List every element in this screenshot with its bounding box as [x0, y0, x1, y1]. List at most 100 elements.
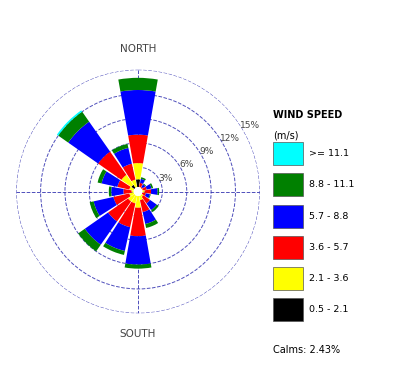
- Bar: [98, 152, 126, 180]
- Bar: [139, 183, 143, 187]
- Bar: [120, 90, 155, 136]
- Bar: [117, 180, 130, 190]
- Bar: [131, 190, 135, 193]
- Bar: [148, 194, 150, 198]
- Bar: [124, 264, 151, 268]
- Bar: [135, 192, 138, 193]
- Bar: [138, 193, 143, 200]
- Text: 2.1 - 3.6: 2.1 - 3.6: [309, 273, 348, 283]
- Bar: [128, 194, 135, 201]
- Bar: [118, 202, 135, 227]
- Bar: [146, 200, 156, 210]
- Bar: [272, 205, 302, 228]
- Bar: [142, 187, 146, 190]
- Bar: [109, 187, 111, 196]
- Bar: [141, 192, 146, 196]
- Bar: [151, 188, 157, 195]
- Bar: [144, 189, 151, 194]
- Bar: [139, 193, 143, 197]
- Text: 9%: 9%: [199, 147, 213, 156]
- Bar: [141, 177, 145, 180]
- Bar: [139, 192, 142, 194]
- Bar: [138, 191, 140, 192]
- Bar: [140, 199, 149, 212]
- Bar: [134, 192, 138, 195]
- Bar: [101, 172, 120, 187]
- Bar: [118, 78, 158, 92]
- Bar: [138, 190, 140, 192]
- Bar: [272, 173, 302, 196]
- Bar: [129, 192, 136, 196]
- Polygon shape: [134, 188, 141, 195]
- Bar: [57, 110, 82, 136]
- Bar: [140, 187, 142, 190]
- Text: 8.8 - 11.1: 8.8 - 11.1: [309, 180, 354, 190]
- Bar: [138, 189, 139, 192]
- Bar: [129, 187, 136, 191]
- Text: WIND SPEED: WIND SPEED: [272, 110, 341, 120]
- Bar: [157, 188, 159, 195]
- Bar: [141, 195, 149, 203]
- Bar: [105, 222, 130, 251]
- Bar: [135, 190, 138, 192]
- Text: SOUTH: SOUTH: [119, 329, 156, 339]
- Text: (m/s): (m/s): [272, 131, 298, 141]
- Bar: [131, 185, 138, 192]
- Text: NORTH: NORTH: [119, 44, 156, 54]
- Text: 15%: 15%: [240, 121, 260, 130]
- Bar: [142, 209, 156, 224]
- Text: 6%: 6%: [179, 160, 193, 169]
- Bar: [111, 187, 124, 196]
- Bar: [145, 219, 158, 228]
- Bar: [138, 192, 140, 193]
- Bar: [143, 183, 146, 187]
- Bar: [145, 193, 149, 198]
- Bar: [108, 198, 131, 221]
- Bar: [272, 298, 302, 321]
- Bar: [136, 188, 138, 192]
- Bar: [140, 190, 144, 193]
- Text: EAST: EAST: [275, 187, 301, 196]
- Bar: [272, 236, 302, 259]
- Bar: [151, 205, 158, 212]
- Bar: [145, 184, 151, 190]
- Bar: [139, 189, 141, 191]
- Bar: [138, 190, 139, 192]
- Bar: [90, 201, 100, 218]
- Text: 0.5 - 2.1: 0.5 - 2.1: [309, 304, 348, 314]
- Bar: [125, 236, 150, 265]
- Bar: [135, 195, 141, 208]
- Bar: [85, 213, 117, 245]
- Bar: [136, 192, 138, 195]
- Bar: [68, 122, 110, 164]
- Bar: [140, 189, 143, 191]
- Bar: [97, 169, 106, 183]
- Bar: [112, 144, 128, 154]
- Bar: [149, 183, 153, 188]
- Bar: [103, 243, 125, 255]
- Text: 3%: 3%: [158, 174, 173, 183]
- Bar: [122, 164, 135, 181]
- Text: 12%: 12%: [219, 134, 239, 143]
- Bar: [131, 195, 137, 203]
- Bar: [138, 187, 140, 190]
- Bar: [141, 184, 145, 188]
- Bar: [78, 229, 100, 251]
- Text: 5.7 - 8.8: 5.7 - 8.8: [309, 211, 348, 221]
- Bar: [121, 175, 133, 187]
- Bar: [140, 179, 145, 184]
- Bar: [130, 208, 145, 236]
- Bar: [128, 135, 147, 164]
- Bar: [272, 267, 302, 290]
- Bar: [138, 192, 139, 194]
- Bar: [114, 148, 132, 167]
- Bar: [133, 163, 143, 180]
- Bar: [135, 191, 138, 192]
- Text: 3.6 - 5.7: 3.6 - 5.7: [309, 242, 348, 252]
- Text: >= 11.1: >= 11.1: [309, 149, 349, 159]
- Bar: [123, 189, 131, 194]
- Bar: [94, 197, 117, 216]
- Bar: [131, 180, 137, 188]
- Bar: [113, 193, 130, 205]
- Bar: [272, 142, 302, 165]
